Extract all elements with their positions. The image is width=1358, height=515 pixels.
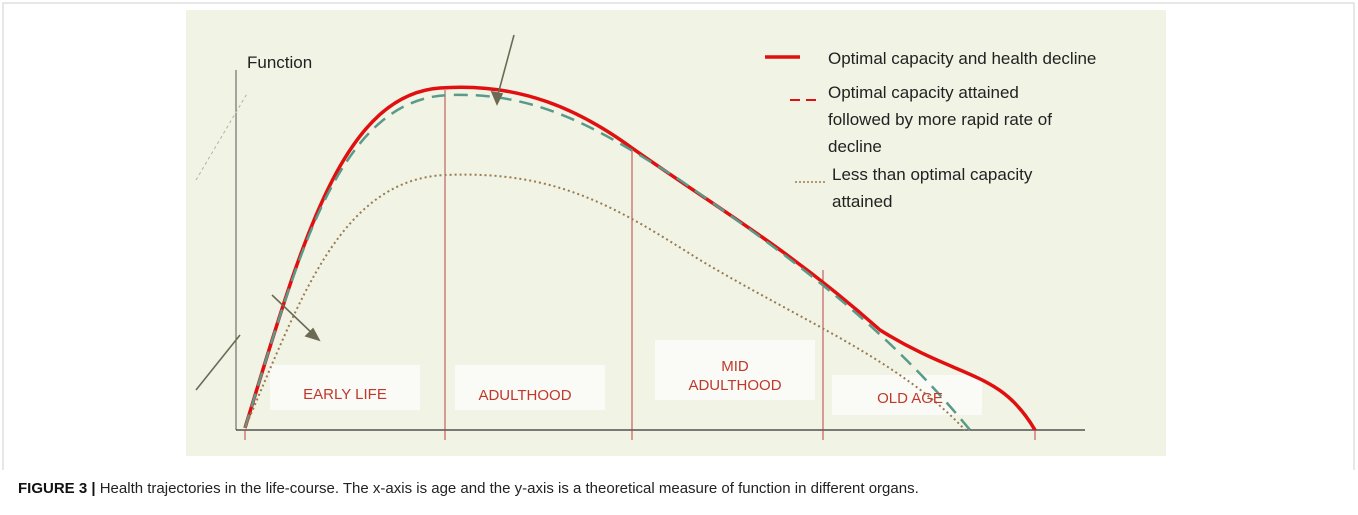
caption-label: FIGURE 3 | bbox=[18, 480, 96, 497]
label-box bbox=[270, 365, 420, 410]
label-box bbox=[655, 340, 815, 400]
label-box bbox=[832, 375, 982, 415]
stage-dividers bbox=[244, 90, 1036, 440]
stage-label: ADULTHOOD bbox=[478, 387, 571, 404]
stage-label: MID bbox=[721, 358, 749, 375]
stage-label: OLD AGE bbox=[877, 390, 943, 407]
legend-text: Less than optimal capacity bbox=[832, 165, 1033, 184]
optimal-curve bbox=[243, 85, 1037, 431]
figure: Function Optimal capacity and health dec… bbox=[2, 2, 1355, 470]
legend-text: decline bbox=[828, 137, 882, 156]
caption-text: Health trajectories in the life-course. … bbox=[99, 480, 919, 497]
label-box bbox=[455, 365, 605, 410]
rapid-decline-curve bbox=[243, 93, 971, 431]
stage-label: EARLY LIFE bbox=[303, 386, 387, 403]
y-axis-label: Function bbox=[247, 53, 312, 72]
legend-text: attained bbox=[832, 192, 893, 211]
suboptimal-curve bbox=[244, 173, 966, 431]
caption: FIGURE 3 | Health trajectories in the li… bbox=[18, 480, 919, 497]
legend-text: followed by more rapid rate of bbox=[828, 110, 1052, 129]
legend-text: Optimal capacity and health decline bbox=[828, 49, 1096, 68]
figure-border bbox=[2, 2, 1355, 470]
stage-label: ADULTHOOD bbox=[688, 377, 781, 394]
arrows bbox=[195, 34, 515, 391]
legend: Optimal capacity and health decline Optim… bbox=[828, 49, 1096, 211]
legend-text: Optimal capacity attained bbox=[828, 83, 1019, 102]
stage-labels: EARLY LIFE ADULTHOOD MID ADULTHOOD OLD AGE bbox=[303, 358, 943, 407]
